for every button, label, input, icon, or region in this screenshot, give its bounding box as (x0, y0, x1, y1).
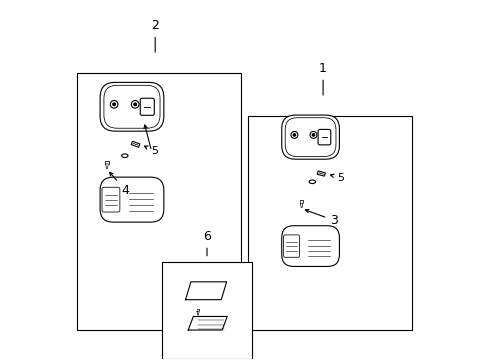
Polygon shape (188, 316, 227, 330)
Text: 6: 6 (203, 230, 210, 256)
Text: 3: 3 (305, 210, 337, 227)
FancyBboxPatch shape (102, 187, 120, 212)
Bar (247, 116, 411, 330)
Text: 4: 4 (109, 172, 129, 197)
FancyBboxPatch shape (140, 98, 154, 115)
Circle shape (312, 134, 314, 136)
FancyBboxPatch shape (100, 177, 163, 222)
Polygon shape (197, 311, 199, 315)
FancyBboxPatch shape (100, 82, 163, 131)
Bar (162, 262, 251, 359)
FancyBboxPatch shape (281, 226, 339, 266)
Bar (317, 171, 325, 176)
Bar (105, 161, 108, 164)
Text: 5: 5 (144, 146, 158, 157)
Text: 2: 2 (151, 19, 159, 52)
Bar (300, 201, 303, 203)
Text: 1: 1 (319, 62, 326, 95)
FancyBboxPatch shape (317, 129, 330, 145)
FancyBboxPatch shape (281, 115, 339, 159)
Bar (77, 73, 241, 330)
Circle shape (134, 103, 136, 105)
Circle shape (113, 103, 115, 105)
FancyBboxPatch shape (283, 235, 299, 257)
Ellipse shape (122, 154, 128, 157)
FancyBboxPatch shape (104, 85, 160, 128)
Circle shape (293, 134, 295, 136)
Bar (196, 309, 199, 311)
Text: 5: 5 (330, 173, 344, 183)
Polygon shape (300, 203, 302, 207)
Polygon shape (105, 164, 108, 168)
FancyBboxPatch shape (285, 118, 335, 157)
Ellipse shape (308, 180, 315, 184)
Polygon shape (185, 282, 226, 300)
Bar (131, 141, 140, 147)
